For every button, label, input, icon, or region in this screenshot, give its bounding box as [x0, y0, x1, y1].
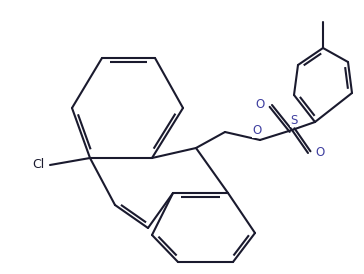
- Text: O: O: [315, 147, 325, 159]
- Text: S: S: [290, 113, 298, 127]
- Text: O: O: [256, 98, 265, 112]
- Text: Cl: Cl: [32, 158, 44, 172]
- Text: O: O: [252, 124, 262, 138]
